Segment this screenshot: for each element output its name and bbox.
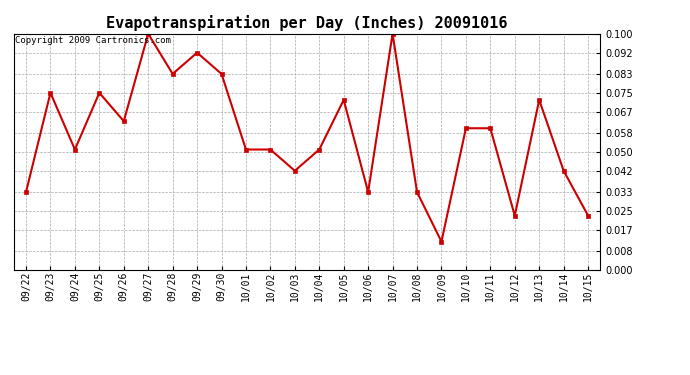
Text: Copyright 2009 Cartronics.com: Copyright 2009 Cartronics.com	[15, 36, 171, 45]
Title: Evapotranspiration per Day (Inches) 20091016: Evapotranspiration per Day (Inches) 2009…	[106, 15, 508, 31]
